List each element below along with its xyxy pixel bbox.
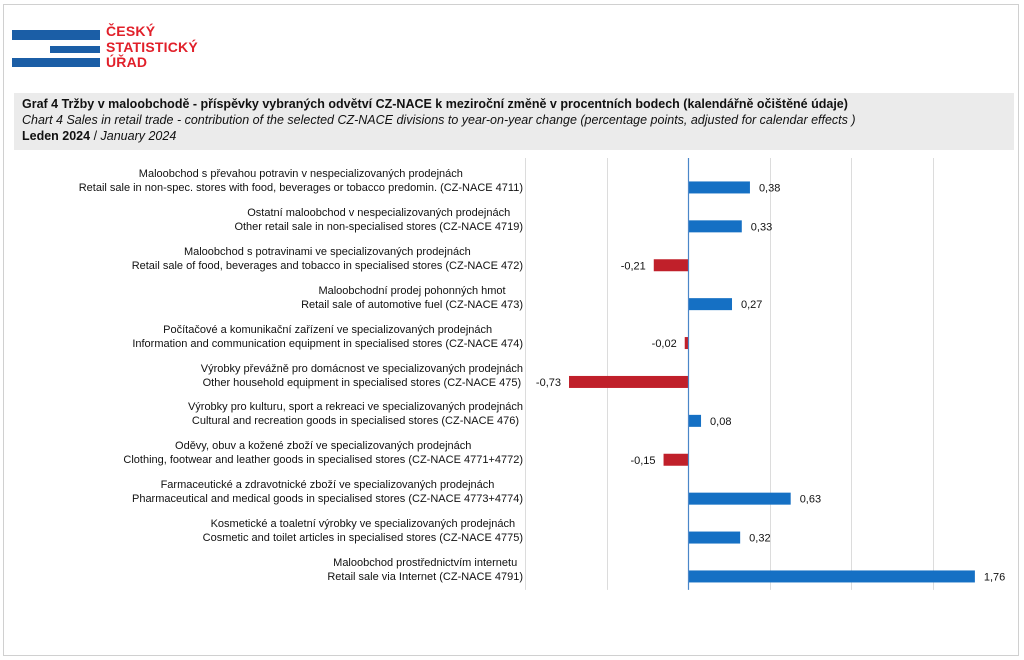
category-label: Maloobchod s převahou potravin v nespeci…	[79, 167, 523, 195]
category-label: Kosmetické a toaletní výrobky ve special…	[203, 517, 523, 545]
category-label-en: Retail sale via Internet (CZ-NACE 4791)	[327, 571, 523, 583]
category-label-cz: Výrobky převážně pro domácnost ve specia…	[200, 362, 523, 375]
category-label-cz: Počítačové a komunikační zařízení ve spe…	[163, 323, 493, 336]
bar-value-label: 0,08	[710, 416, 731, 428]
category-label-cz: Maloobchod s potravinami ve specializova…	[183, 245, 471, 258]
bar-chart: 0,38 0,33 -0,21 0,27 -0,02 -0,73 0,08 -0,15 0,63…	[525, 158, 1005, 590]
chart-title-cz: Graf 4 Tržby v maloobchodě - příspěvky v…	[22, 97, 848, 111]
bar	[684, 337, 688, 350]
bar-value-label: 0,63	[800, 494, 821, 506]
bar-value-label: -0,02	[652, 338, 677, 350]
category-label: Oděvy, obuv a kožené zboží ve specializo…	[123, 439, 523, 467]
bar	[688, 492, 791, 505]
category-label-cz: Maloobchodní prodej pohonných hmot	[318, 284, 506, 297]
bar	[663, 453, 688, 466]
bar	[688, 298, 733, 311]
logo-line-1: ČESKÝ	[106, 23, 156, 39]
category-label: Maloobchodní prodej pohonných hmot Retail…	[301, 284, 523, 312]
category-label: Počítačové a komunikační zařízení ve spe…	[132, 323, 523, 351]
category-label: Farmaceutické a zdravotnické zboží ve sp…	[132, 478, 523, 506]
category-label-cz: Farmaceutické a zdravotnické zboží ve sp…	[160, 479, 495, 492]
bar	[688, 181, 750, 194]
chart-frame	[3, 4, 1019, 656]
category-label-en: Information and communication equipment …	[132, 337, 523, 350]
chart-title-en: Chart 4 Sales in retail trade - contribu…	[22, 113, 856, 127]
bar	[569, 375, 688, 388]
period-cz: Leden 2024	[22, 129, 91, 143]
category-label-en: Other retail sale in non-specialised sto…	[234, 220, 523, 233]
logo-text: ČESKÝ STATISTICKÝ ÚŘAD	[106, 23, 198, 71]
category-label-en: Retail sale of automotive fuel (CZ-NACE …	[301, 298, 523, 311]
category-label: Maloobchod prostřednictvím internetu Reta…	[327, 556, 523, 584]
bar-value-label: -0,15	[630, 455, 655, 467]
category-labels: Maloobchod s převahou potravin v nespeci…	[14, 158, 525, 593]
category-label-cz: Oděvy, obuv a kožené zboží ve specializo…	[175, 440, 472, 453]
chart-header: Graf 4 Tržby v maloobchodě - příspěvky v…	[14, 93, 1014, 150]
bar-value-label: -0,21	[621, 260, 646, 272]
category-label-en: Retail sale in non-spec. stores with foo…	[78, 182, 523, 194]
bar-value-label: 1,76	[984, 571, 1005, 583]
category-label-en: Pharmaceutical and medical goods in spec…	[131, 493, 523, 506]
period-en: January 2024	[100, 129, 177, 143]
category-label: Ostatní maloobchod v nespecializovaných …	[234, 206, 523, 234]
category-label-en: Other household equipment in specialised…	[202, 376, 522, 389]
csu-logo: ČESKÝ STATISTICKÝ ÚŘAD	[12, 23, 212, 76]
period-separator: /	[90, 129, 101, 143]
category-label-cz: Ostatní maloobchod v nespecializovaných …	[247, 206, 511, 219]
bar	[688, 414, 702, 427]
bar	[688, 531, 741, 544]
category-label-cz: Výrobky pro kulturu, sport a rekreaci ve…	[187, 401, 523, 414]
bar	[653, 259, 688, 272]
logo-line-3: ÚŘAD	[106, 54, 148, 70]
bar-value-label: 0,32	[749, 533, 770, 545]
bar-value-label: 0,33	[751, 221, 772, 233]
category-label-en: Retail sale of food, beverages and tobac…	[131, 259, 523, 272]
logo-bars-icon	[12, 30, 100, 67]
category-label-cz: Maloobchod prostřednictvím internetu	[333, 557, 518, 569]
bar-value-label: 0,27	[741, 299, 762, 311]
plot-area: Maloobchod s převahou potravin v nespeci…	[14, 158, 1014, 593]
category-label-en: Cultural and recreation goods in special…	[191, 415, 520, 428]
category-label-en: Cosmetic and toilet articles in speciali…	[202, 532, 523, 545]
category-label: Maloobchod s potravinami ve specializova…	[132, 245, 523, 273]
bar	[688, 570, 975, 583]
category-label: Výrobky převážně pro domácnost ve specia…	[201, 362, 523, 390]
category-label: Výrobky pro kulturu, sport a rekreaci ve…	[188, 400, 523, 428]
bar-value-label: 0,38	[759, 182, 780, 194]
category-label-cz: Maloobchod s převahou potravin v nespeci…	[138, 168, 463, 180]
logo-line-2: STATISTICKÝ	[106, 38, 198, 55]
category-label-cz: Kosmetické a toaletní výrobky ve special…	[210, 518, 516, 531]
bar	[688, 220, 742, 233]
bar-value-label: -0,73	[536, 377, 561, 389]
chart-period: Leden 2024 / January 2024	[22, 129, 176, 143]
category-label-en: Clothing, footwear and leather goods in …	[123, 454, 523, 467]
